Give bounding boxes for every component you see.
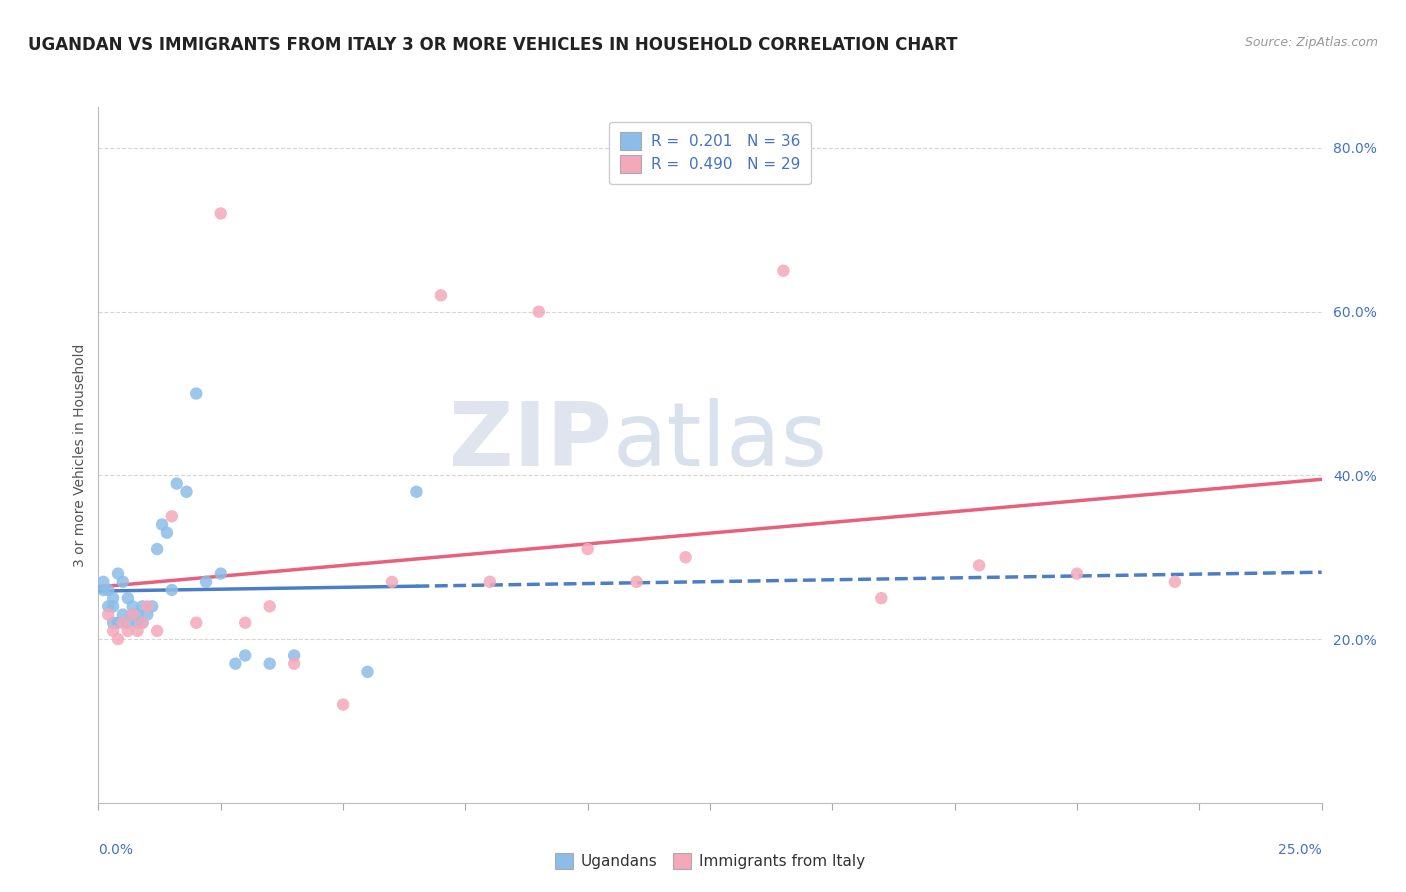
Point [117, 591, 139, 606]
Point [1164, 574, 1187, 589]
Point [101, 599, 124, 614]
Point [576, 542, 599, 557]
Point [186, 615, 208, 630]
Point [332, 698, 354, 712]
Point [356, 665, 378, 679]
Legend: Ugandans, Immigrants from Italy: Ugandans, Immigrants from Italy [548, 847, 872, 875]
Point [107, 566, 129, 581]
Point [117, 624, 139, 638]
Point [478, 574, 501, 589]
Point [131, 599, 153, 614]
Text: Source: ZipAtlas.com: Source: ZipAtlas.com [1244, 36, 1378, 49]
Point [870, 591, 893, 606]
Point [166, 476, 188, 491]
Point [527, 304, 550, 318]
Point [111, 574, 134, 589]
Point [430, 288, 453, 302]
Point [195, 574, 218, 589]
Point [91, 582, 114, 597]
Point [283, 648, 305, 663]
Point [127, 607, 149, 622]
Point [111, 615, 134, 630]
Point [209, 566, 232, 581]
Point [283, 657, 305, 671]
Point [186, 386, 208, 401]
Text: 0.0%: 0.0% [98, 843, 134, 857]
Point [156, 525, 179, 540]
Point [101, 591, 124, 606]
Point [259, 599, 281, 614]
Point [146, 542, 169, 557]
Point [107, 615, 129, 630]
Point [160, 509, 183, 524]
Point [111, 607, 134, 622]
Point [121, 607, 143, 622]
Point [131, 615, 153, 630]
Point [101, 615, 124, 630]
Point [176, 484, 198, 499]
Point [107, 632, 129, 646]
Point [136, 599, 159, 614]
Point [97, 607, 120, 622]
Point [150, 517, 173, 532]
Point [136, 607, 159, 622]
Text: ZIP: ZIP [450, 398, 612, 484]
Text: 25.0%: 25.0% [1278, 843, 1322, 857]
Point [117, 615, 139, 630]
Point [772, 264, 794, 278]
Point [91, 574, 114, 589]
Point [97, 599, 120, 614]
Point [967, 558, 990, 573]
Y-axis label: 3 or more Vehicles in Household: 3 or more Vehicles in Household [73, 343, 87, 566]
Point [121, 599, 143, 614]
Point [233, 648, 256, 663]
Point [1066, 566, 1088, 581]
Point [233, 615, 256, 630]
Point [209, 206, 232, 220]
Point [121, 607, 143, 622]
Point [160, 582, 183, 597]
Point [131, 615, 153, 630]
Text: atlas: atlas [612, 398, 827, 484]
Point [259, 657, 281, 671]
Point [224, 657, 246, 671]
Point [405, 484, 427, 499]
Point [127, 615, 149, 630]
Point [101, 624, 124, 638]
Point [626, 574, 648, 589]
Point [675, 550, 697, 565]
Point [141, 599, 163, 614]
Text: UGANDAN VS IMMIGRANTS FROM ITALY 3 OR MORE VEHICLES IN HOUSEHOLD CORRELATION CHA: UGANDAN VS IMMIGRANTS FROM ITALY 3 OR MO… [28, 36, 957, 54]
Point [381, 574, 404, 589]
Point [127, 624, 149, 638]
Point [97, 582, 120, 597]
Point [146, 624, 169, 638]
